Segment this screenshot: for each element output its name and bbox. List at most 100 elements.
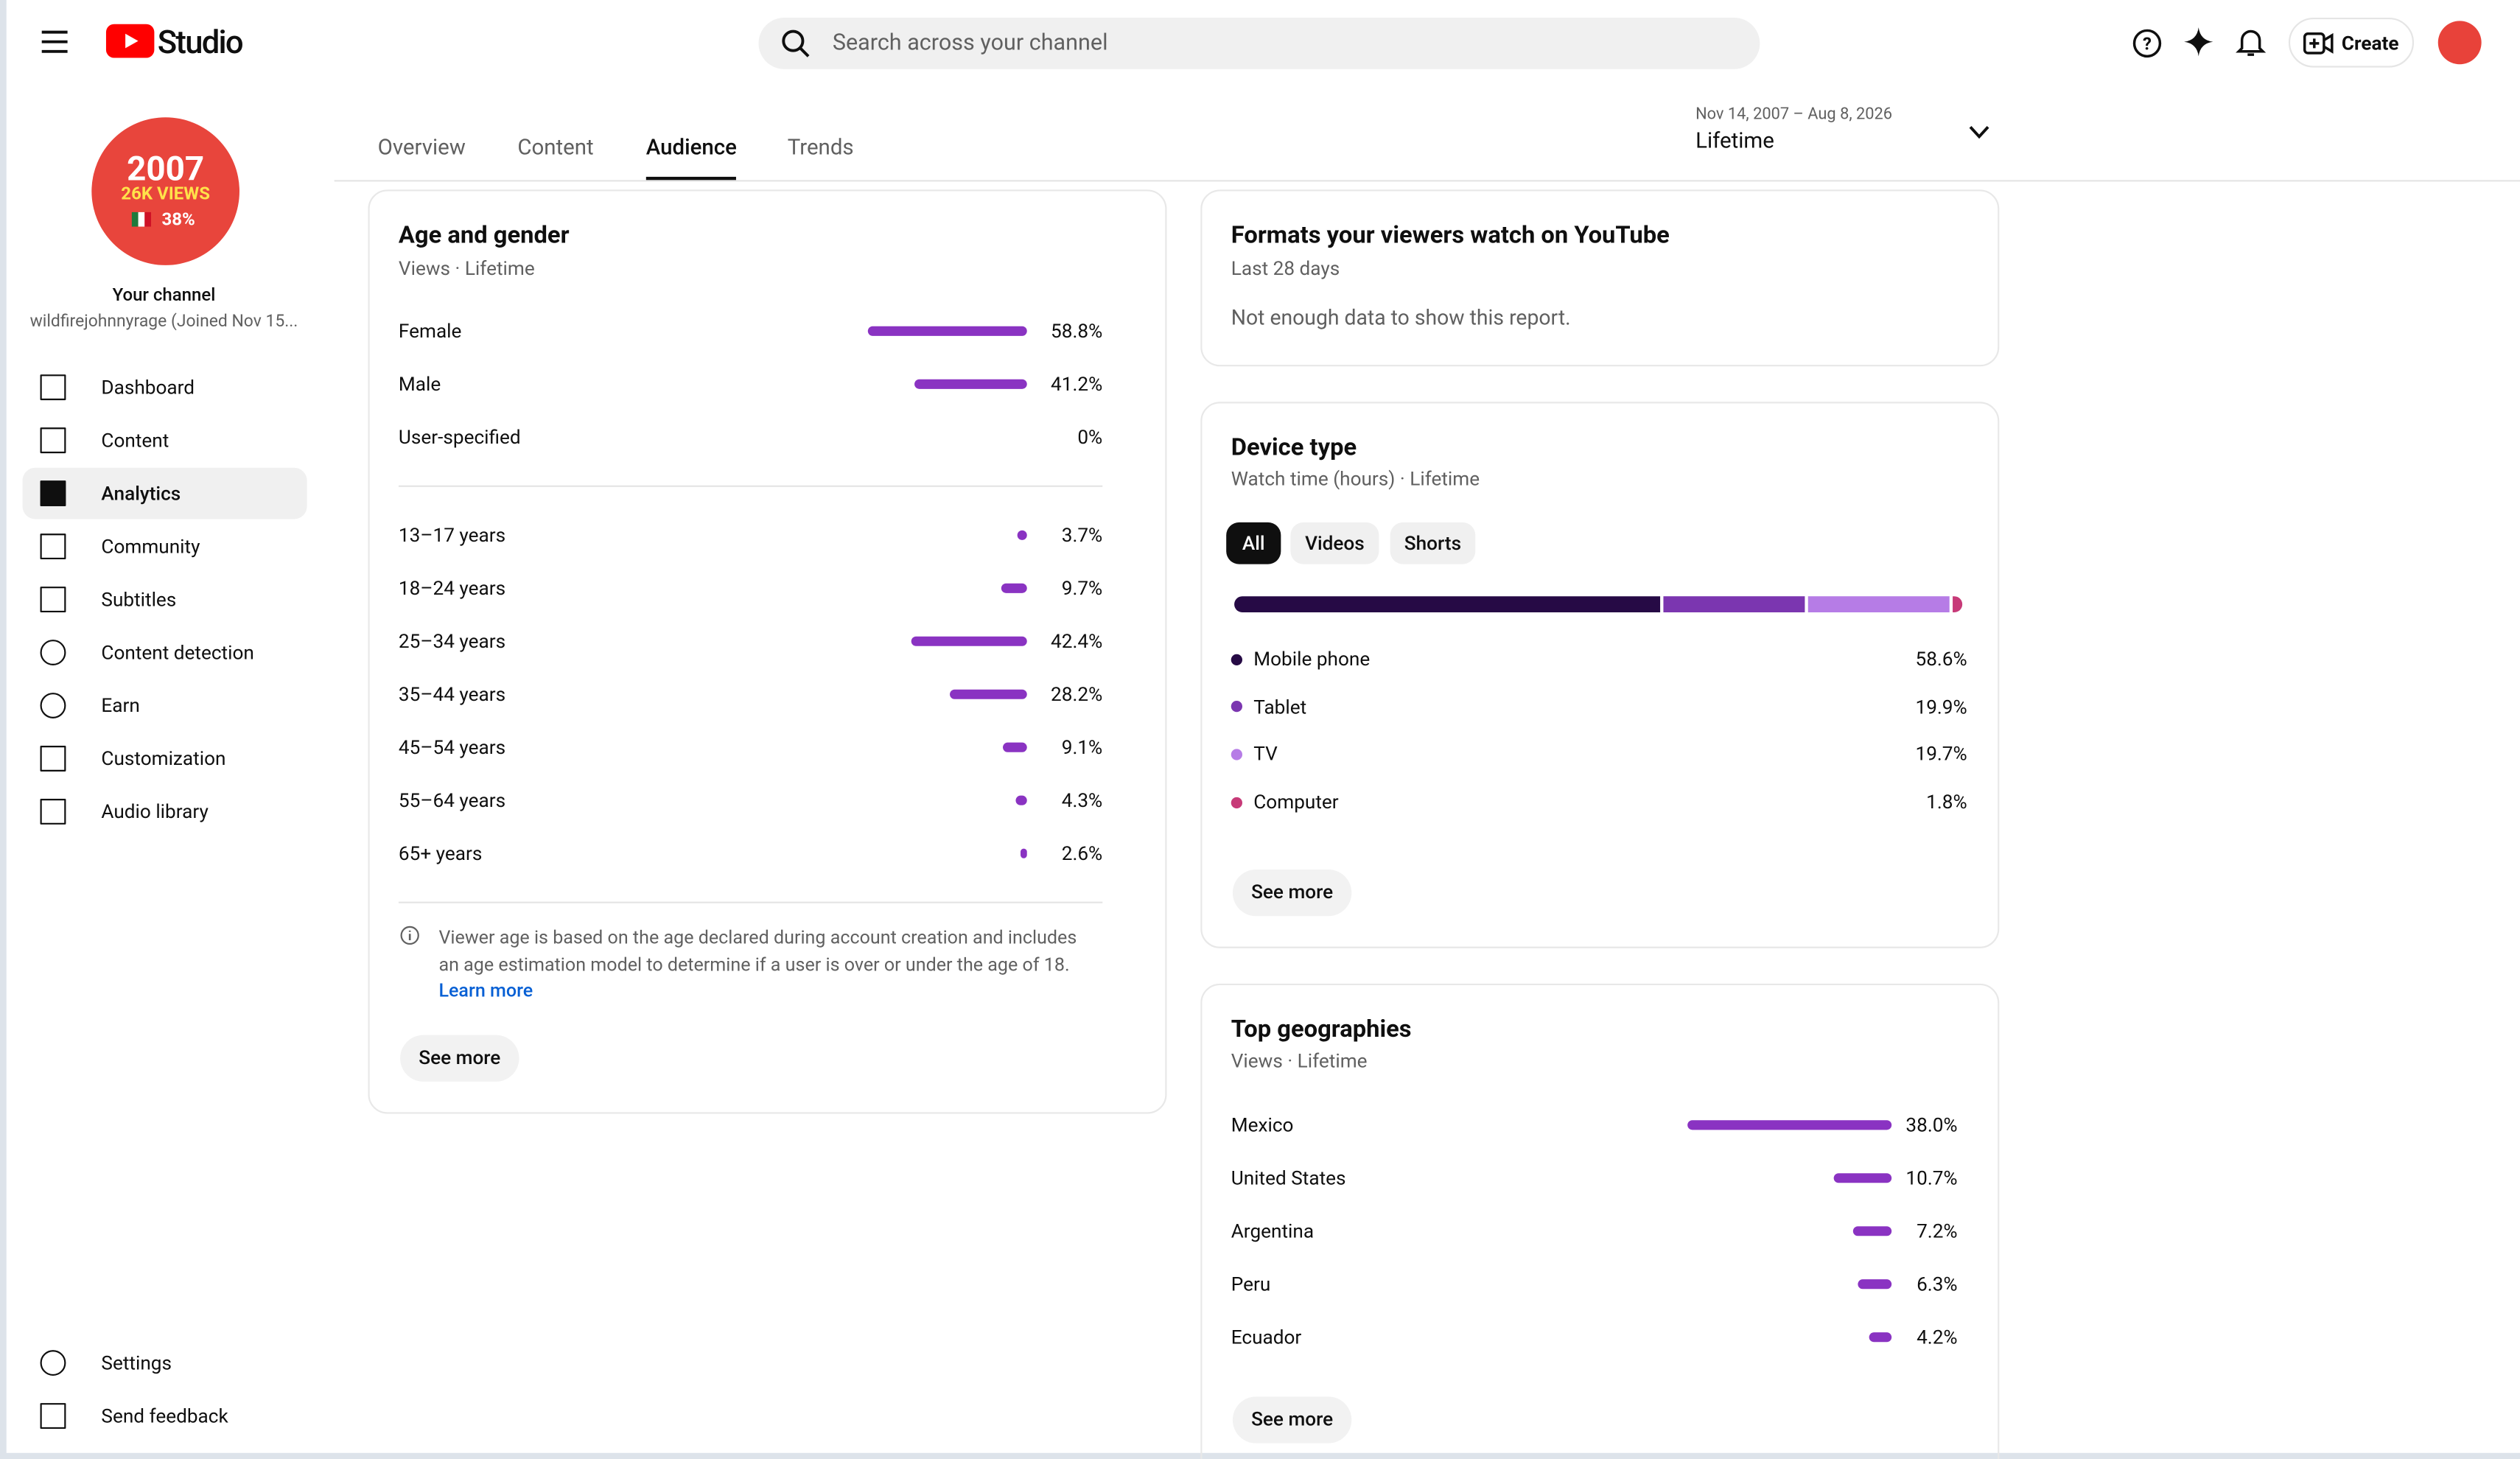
see-more-button[interactable]: See more [1232, 1396, 1352, 1444]
stacked-segment [1808, 596, 1950, 613]
logo-icon[interactable] [105, 24, 155, 58]
nav-icon [40, 1403, 66, 1430]
nav-item[interactable]: Settings [101, 1351, 172, 1374]
row-label: 55–64 years [398, 788, 506, 812]
row-label: 45–54 years [398, 735, 506, 759]
nav-selected [22, 467, 307, 519]
nav-item[interactable]: Send feedback [101, 1404, 228, 1427]
row-value: 28.2% [1051, 682, 1103, 706]
bar [1687, 1120, 1892, 1130]
tab[interactable]: Audience [645, 135, 737, 161]
learn-more-link[interactable]: Learn more [438, 979, 533, 1001]
search-box[interactable] [758, 17, 1760, 69]
nav-item[interactable]: Content [101, 429, 169, 452]
avatar-flag [131, 211, 152, 227]
tab[interactable]: Content [517, 135, 594, 161]
row-label: Argentina [1231, 1220, 1315, 1243]
search-placeholder: Search across your channel [832, 30, 1108, 57]
row-value: 4.3% [1061, 788, 1103, 812]
date-label[interactable]: Lifetime [1695, 128, 1774, 155]
card-subtitle: Last 28 days [1231, 256, 1340, 280]
legend-label: Mobile phone [1253, 647, 1371, 671]
row-value: 10.7% [1905, 1166, 1958, 1190]
row-label: 18–24 years [398, 577, 506, 600]
row-value: 9.1% [1061, 735, 1103, 759]
nav-item[interactable]: Audio library [101, 800, 209, 823]
bar [1858, 1279, 1892, 1290]
card [1200, 402, 2000, 948]
row-value: 7.2% [1917, 1220, 1958, 1243]
see-more-button[interactable]: See more [1232, 869, 1352, 917]
filter-chip[interactable]: All [1226, 522, 1281, 564]
nav-item[interactable]: Earn [101, 694, 140, 717]
tab-divider [334, 180, 2520, 182]
logo-text: Studio [157, 22, 244, 61]
nav-item[interactable]: Subtitles [101, 588, 177, 611]
row-label: 65+ years [398, 842, 483, 865]
bar [1852, 1226, 1892, 1236]
channel-name: wildfirejohnnyrage (Joined Nov 15... [29, 309, 298, 332]
bar [1000, 583, 1027, 593]
row-value: 41.2% [1051, 373, 1103, 396]
legend-dot [1231, 749, 1243, 760]
row-value: 9.7% [1061, 577, 1103, 600]
nav-icon [40, 374, 66, 401]
create-label: Create [2341, 32, 2399, 55]
note-line: Viewer age is based on the age declared … [438, 926, 1077, 948]
bell-icon[interactable] [2236, 27, 2267, 57]
avatar-circle [91, 117, 239, 265]
row-value: 2.6% [1061, 842, 1103, 865]
filter-chip[interactable]: Videos [1290, 522, 1379, 564]
card-title: Age and gender [398, 220, 570, 250]
note-line: an age estimation model to determine if … [438, 952, 1070, 975]
channel-label: Your channel [112, 284, 216, 306]
sparkle-icon[interactable] [2184, 27, 2213, 57]
avatar-share: 38% [161, 209, 195, 230]
row-label: Ecuador [1231, 1326, 1302, 1348]
nav-item[interactable]: Content detection [101, 641, 254, 664]
divider [398, 901, 1103, 903]
row-label: 25–34 years [398, 629, 506, 653]
card-title: Top geographies [1231, 1014, 1412, 1043]
row-value: 3.7% [1061, 524, 1103, 547]
bar [1015, 795, 1027, 805]
bar [911, 636, 1027, 646]
date-range: Nov 14, 2007 – Aug 8, 2026 [1695, 105, 1893, 124]
nav-item[interactable]: Community [101, 535, 200, 558]
filter-chip[interactable]: Shorts [1390, 522, 1476, 564]
avatar-views: 26K VIEWS [121, 183, 211, 205]
nav-item[interactable]: Customization [101, 747, 226, 770]
row-value: 42.4% [1051, 629, 1103, 653]
legend-label: Computer [1253, 791, 1339, 814]
see-more-button[interactable]: See more [400, 1035, 519, 1082]
help-icon[interactable]: ? [2132, 29, 2162, 58]
date-chevron[interactable] [1969, 125, 1989, 140]
user-avatar[interactable] [2437, 21, 2482, 65]
row-value: 38.0% [1905, 1113, 1958, 1137]
create-button[interactable] [2288, 17, 2415, 68]
row-value: 4.2% [1917, 1326, 1958, 1348]
bar [1017, 530, 1027, 540]
legend-label: Tablet [1253, 695, 1307, 718]
avatar-year: 2007 [127, 151, 205, 190]
row-label: United States [1231, 1166, 1346, 1190]
nav-item[interactable]: Dashboard [101, 376, 195, 399]
menu-icon[interactable] [41, 30, 68, 53]
nav-icon [40, 533, 66, 560]
nav-icon [40, 640, 66, 665]
tab-underline [645, 176, 736, 181]
legend-label: TV [1253, 743, 1278, 766]
nav-icon [40, 746, 66, 772]
row-value: 6.3% [1917, 1273, 1958, 1295]
tab[interactable]: Overview [377, 135, 466, 161]
nav-icon [40, 799, 66, 825]
frame-bottom [0, 1452, 2520, 1459]
row-label: 35–44 years [398, 682, 506, 706]
card-subtitle: Watch time (hours) · Lifetime [1231, 467, 1480, 491]
row-label: Mexico [1231, 1113, 1294, 1137]
search-icon [782, 29, 810, 57]
nav-item[interactable]: Analytics [101, 482, 181, 505]
tab[interactable]: Trends [787, 135, 854, 161]
